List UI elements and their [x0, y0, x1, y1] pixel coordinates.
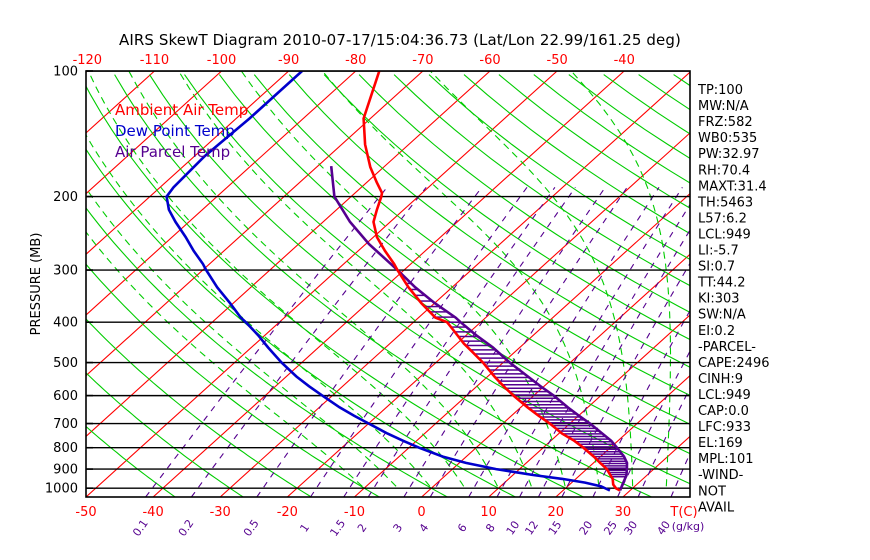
index-readout: L57:6.2 — [698, 211, 747, 226]
bottom-temp-tick-label: -50 — [75, 505, 96, 520]
pressure-tick-label: 300 — [53, 264, 78, 279]
pressure-tick-label: 500 — [53, 356, 78, 371]
top-temp-tick-label: -120 — [73, 53, 103, 68]
pressure-tick-label: 100 — [53, 65, 78, 80]
mixing-ratio-tick-label: 4 — [417, 521, 432, 534]
index-readout: LFC:933 — [698, 420, 751, 435]
page-title: AIRS SkewT Diagram 2010-07-17/15:04:36.7… — [119, 31, 681, 49]
bottom-temp-tick-label: 0 — [417, 505, 425, 520]
top-temp-tick-label: -70 — [412, 53, 433, 68]
pressure-tick-label: 200 — [53, 190, 78, 205]
bottom-temp-tick-label: -40 — [142, 505, 163, 520]
pressure-tick-label: 900 — [53, 463, 78, 478]
bottom-temp-tick-label: -20 — [277, 505, 298, 520]
mixing-ratio-tick-label: 25 — [601, 519, 620, 538]
index-readout: EL:169 — [698, 436, 743, 451]
index-readout: PW:32.97 — [698, 147, 760, 162]
y-axis-label: PRESSURE (MB) — [29, 233, 44, 336]
pressure-tick-label: 400 — [53, 316, 78, 331]
index-readout: EI:0.2 — [698, 324, 735, 339]
index-readout: MPL:101 — [698, 452, 754, 467]
index-readout: CAP:0.0 — [698, 404, 749, 419]
index-readout: CAPE:2496 — [698, 356, 770, 371]
index-readout: NOT — [698, 484, 726, 499]
mixing-ratio-tick-label: 1 — [297, 521, 312, 534]
pressure-tick-label: 700 — [53, 417, 78, 432]
top-temp-tick-label: -60 — [479, 53, 500, 68]
mixing-ratio-tick-label: 10 — [504, 519, 523, 538]
bottom-temp-tick-label: 10 — [480, 505, 497, 520]
index-readout: MW:N/A — [698, 99, 749, 114]
index-readout: LI:-5.7 — [698, 244, 739, 259]
index-readout: AVAIL — [698, 500, 735, 515]
top-temp-tick-label: -50 — [547, 53, 568, 68]
mixing-ratio-tick-label: 0.5 — [241, 517, 262, 539]
mixing-ratio-tick-label: 0.1 — [130, 517, 151, 539]
mixing-ratio-tick-label: 2 — [355, 521, 370, 534]
index-readout: TP:100 — [697, 83, 743, 98]
bottom-temp-tick-label: 30 — [615, 505, 632, 520]
mixing-ratio-tick-label: 15 — [546, 519, 565, 538]
mixing-ratio-tick-label: 8 — [483, 521, 498, 534]
top-temp-tick-label: -110 — [140, 53, 170, 68]
mixing-ratio-tick-label: 12 — [522, 519, 541, 538]
bottom-temp-tick-label: -10 — [344, 505, 365, 520]
index-readout: SW:N/A — [698, 308, 746, 323]
index-readout: TH:5463 — [697, 195, 753, 210]
mixing-ratio-tick-label: 3 — [391, 521, 406, 534]
mixing-ratio-tick-label: 20 — [577, 519, 596, 538]
top-temp-tick-label: -80 — [345, 53, 366, 68]
index-readout: SI:0.7 — [698, 260, 735, 275]
bottom-temp-tick-label: -30 — [210, 505, 231, 520]
index-readout: WB0:535 — [698, 131, 757, 146]
pressure-tick-label: 1000 — [45, 482, 78, 497]
index-readout: -WIND- — [698, 468, 744, 483]
mixing-ratio-tick-label: 30 — [622, 519, 641, 538]
top-temp-tick-label: -40 — [614, 53, 635, 68]
index-readout: MAXT:31.4 — [698, 179, 767, 194]
index-readout: LCL:949 — [698, 388, 751, 403]
mixing-ratio-tick-label: 1.5 — [327, 517, 348, 539]
index-readout: FRZ:582 — [698, 115, 753, 130]
legend-item-2: Air Parcel Temp — [115, 143, 230, 161]
top-temp-tick-label: -90 — [278, 53, 299, 68]
index-readout: RH:70.4 — [698, 163, 750, 178]
legend-item-1: Dew Point Temp — [115, 122, 235, 140]
index-readout: TT:44.2 — [697, 276, 746, 291]
x-axis-label-temp: T(C) — [669, 505, 697, 520]
mixing-ratio-tick-label: 0.2 — [176, 517, 197, 539]
index-readout: LCL:949 — [698, 227, 751, 242]
pressure-tick-label: 600 — [53, 389, 78, 404]
legend-item-0: Ambient Air Temp — [115, 101, 248, 119]
index-readout: CINH:9 — [698, 372, 743, 387]
index-readout: KI:303 — [698, 292, 740, 307]
mixing-ratio-tick-label: 6 — [455, 521, 470, 534]
mixing-ratio-tick-label: 40 — [654, 519, 673, 538]
bottom-temp-tick-label: 20 — [548, 505, 565, 520]
pressure-tick-label: 800 — [53, 441, 78, 456]
top-temp-tick-label: -100 — [207, 53, 237, 68]
x-axis-label-mixing-ratio: (g/kg) — [672, 520, 705, 533]
index-readout: -PARCEL- — [698, 340, 756, 355]
